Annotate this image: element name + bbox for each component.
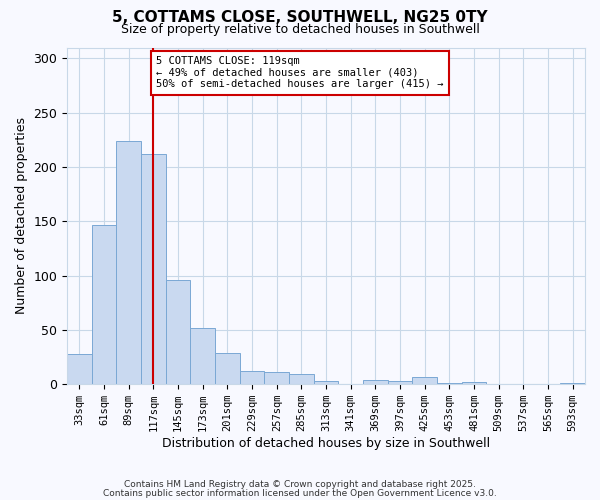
Bar bbox=[314, 381, 338, 384]
Text: 5, COTTAMS CLOSE, SOUTHWELL, NG25 0TY: 5, COTTAMS CLOSE, SOUTHWELL, NG25 0TY bbox=[112, 10, 488, 25]
Bar bbox=[462, 382, 487, 384]
Bar bbox=[240, 371, 265, 384]
Bar bbox=[166, 280, 190, 384]
Bar bbox=[363, 380, 388, 384]
Bar bbox=[560, 383, 585, 384]
Bar bbox=[116, 141, 141, 384]
Bar bbox=[412, 376, 437, 384]
Bar bbox=[265, 372, 289, 384]
Bar bbox=[289, 374, 314, 384]
Text: Size of property relative to detached houses in Southwell: Size of property relative to detached ho… bbox=[121, 22, 479, 36]
Text: 5 COTTAMS CLOSE: 119sqm
← 49% of detached houses are smaller (403)
50% of semi-d: 5 COTTAMS CLOSE: 119sqm ← 49% of detache… bbox=[156, 56, 443, 90]
Bar bbox=[141, 154, 166, 384]
Bar bbox=[388, 381, 412, 384]
Bar bbox=[215, 352, 240, 384]
Bar bbox=[437, 383, 462, 384]
Text: Contains HM Land Registry data © Crown copyright and database right 2025.: Contains HM Land Registry data © Crown c… bbox=[124, 480, 476, 489]
Bar bbox=[190, 328, 215, 384]
Y-axis label: Number of detached properties: Number of detached properties bbox=[15, 118, 28, 314]
X-axis label: Distribution of detached houses by size in Southwell: Distribution of detached houses by size … bbox=[162, 437, 490, 450]
Bar bbox=[67, 354, 92, 384]
Text: Contains public sector information licensed under the Open Government Licence v3: Contains public sector information licen… bbox=[103, 488, 497, 498]
Bar bbox=[92, 224, 116, 384]
